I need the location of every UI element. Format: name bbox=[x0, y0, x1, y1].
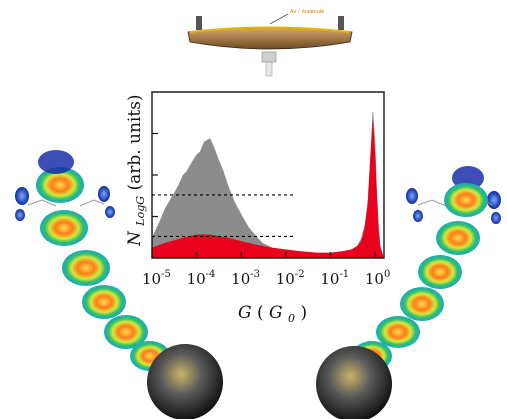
y-axis-label-rest: (arb. units) bbox=[125, 94, 145, 190]
x-tick-exponent: -3 bbox=[250, 269, 260, 280]
left-anchor-blob-b bbox=[15, 209, 25, 221]
left-anchor-blob-d bbox=[105, 206, 115, 218]
x-tick-label-5: 10-1 bbox=[320, 269, 349, 288]
junction-post-left bbox=[196, 16, 202, 30]
right-unit-3 bbox=[418, 255, 462, 289]
left-molecule bbox=[15, 150, 223, 419]
right-molecule bbox=[316, 166, 501, 419]
junction-pusher bbox=[261, 51, 277, 63]
y-ticks bbox=[152, 132, 158, 218]
left-wire-units bbox=[36, 150, 170, 371]
right-anchor-blob-a bbox=[406, 188, 418, 204]
left-unit-3 bbox=[62, 250, 110, 286]
junction-rod bbox=[265, 61, 273, 77]
x-tick-base: 10 bbox=[365, 270, 384, 288]
right-unit-4 bbox=[400, 287, 444, 321]
x-tick-label-4: 10-2 bbox=[276, 269, 305, 288]
x-axis-label: G ( G 0 ) bbox=[238, 303, 307, 327]
right-anchor-group bbox=[406, 188, 501, 224]
junction-callout-line bbox=[269, 13, 289, 25]
x-tick-base: 10 bbox=[276, 270, 295, 288]
series-layer bbox=[151, 111, 384, 259]
x-tick-exponent: 0 bbox=[384, 269, 390, 280]
y-axis-label-main: N bbox=[125, 230, 145, 247]
left-unit-4 bbox=[82, 285, 126, 319]
left-anchor-group bbox=[15, 186, 115, 221]
right-anchor-blob-c bbox=[487, 191, 501, 209]
right-gold-tip bbox=[316, 346, 392, 419]
junction-caption: Au / molecule bbox=[290, 9, 324, 15]
x-tick-label-1: 10-5 bbox=[142, 269, 171, 288]
x-tick-label-2: 10-4 bbox=[187, 269, 216, 288]
left-unit-2 bbox=[40, 210, 88, 246]
left-unit-0 bbox=[38, 150, 74, 174]
x-tick-label-6: 100 bbox=[365, 269, 390, 288]
x-axis-label-open: ( bbox=[257, 303, 264, 323]
right-unit-2 bbox=[436, 221, 480, 255]
right-wire-units bbox=[352, 166, 488, 371]
left-anchor-skeleton bbox=[27, 199, 105, 207]
y-axis-label-sub: LogG bbox=[134, 196, 147, 227]
x-tick-base: 10 bbox=[187, 270, 206, 288]
x-tick-exponent: -2 bbox=[295, 269, 305, 280]
junction-post-right bbox=[338, 16, 344, 30]
junction-inset: Au / molecule bbox=[187, 9, 353, 77]
histogram-series-1 bbox=[151, 111, 384, 259]
x-tick-exponent: -4 bbox=[206, 269, 216, 280]
x-tick-base: 10 bbox=[320, 270, 339, 288]
right-unit-1 bbox=[444, 183, 488, 217]
right-anchor-blob-b bbox=[413, 210, 423, 222]
right-unit-5 bbox=[376, 316, 420, 348]
histogram-chart: 10-5 10-4 10-3 10-2 10-1 100 G ( G 0 ) N LogG… bbox=[125, 91, 390, 327]
left-gold-tip bbox=[147, 344, 223, 419]
x-tick-exponent: -1 bbox=[339, 269, 349, 280]
x-axis-label-close: ) bbox=[300, 303, 307, 323]
x-ticks: 10-5 10-4 10-3 10-2 10-1 100 bbox=[142, 252, 390, 288]
x-tick-label-3: 10-3 bbox=[231, 269, 260, 288]
left-unit-5 bbox=[104, 315, 148, 349]
x-tick-exponent: -5 bbox=[161, 269, 171, 280]
left-anchor-blob-a bbox=[15, 187, 29, 205]
junction-gold-layer bbox=[189, 26, 351, 33]
right-anchor-blob-d bbox=[491, 212, 501, 224]
junction-beam bbox=[187, 27, 353, 50]
x-tick-base: 10 bbox=[231, 270, 250, 288]
x-tick-base: 10 bbox=[142, 270, 161, 288]
x-axis-label-main: G bbox=[238, 303, 252, 323]
histogram-series-2 bbox=[151, 121, 384, 259]
left-anchor-blob-c bbox=[98, 186, 110, 202]
x-axis-label-sub-main: G bbox=[269, 303, 283, 323]
y-axis-label: N LogG (arb. units) bbox=[125, 94, 149, 247]
left-unit-1 bbox=[36, 167, 84, 203]
x-axis-label-sub: 0 bbox=[288, 312, 295, 325]
